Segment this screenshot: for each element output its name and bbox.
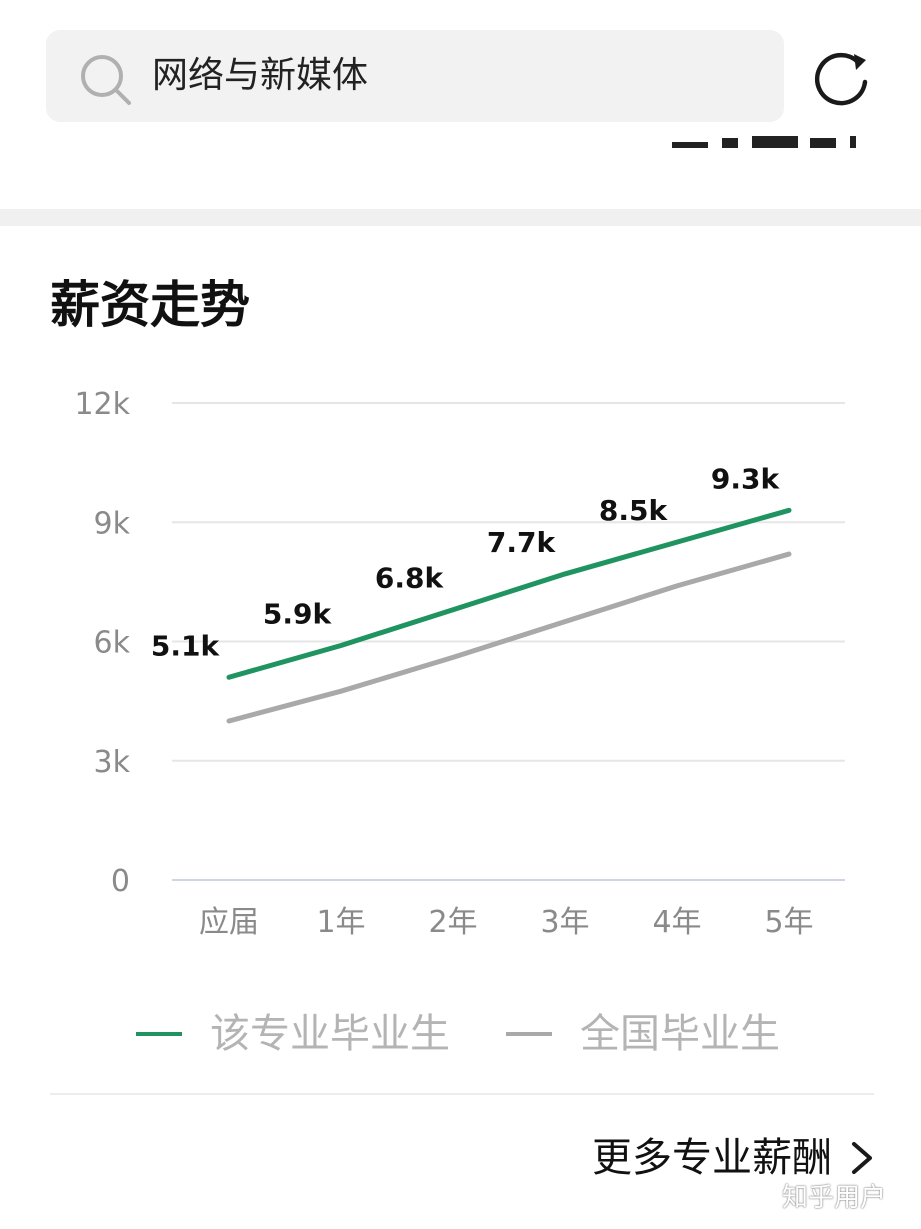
chart-legend: 该专业毕业生 全国毕业生	[136, 1004, 836, 1064]
refresh-icon[interactable]	[810, 48, 872, 110]
legend-item: 该专业毕业生	[136, 1006, 450, 1062]
section-title: 薪资走势	[50, 276, 250, 334]
legend-label: 该专业毕业生	[210, 1011, 450, 1057]
x-tick-label: 1年	[316, 905, 365, 940]
search-input[interactable]: 网络与新媒体	[152, 55, 369, 96]
x-tick-label: 应届	[199, 905, 259, 940]
legend-label: 全国毕业生	[580, 1011, 780, 1057]
watermark: 知乎用户	[782, 1183, 887, 1213]
y-tick-label: 12k	[74, 387, 130, 422]
data-label: 5.9k	[263, 597, 333, 630]
data-label: 9.3k	[711, 462, 781, 495]
y-tick-label: 6k	[94, 626, 131, 661]
x-tick-label: 3年	[540, 905, 589, 940]
series-line-1	[226, 551, 792, 724]
clipped-text-fragment	[672, 136, 856, 148]
legend-swatch	[136, 1032, 182, 1036]
legend-item: 全国毕业生	[506, 1006, 780, 1062]
x-tick-label: 4年	[652, 905, 701, 940]
salary-trend-chart: 0 3k 6k 9k 12k 应届 1年 2年 3年 4年 5年 5.1k 5.9k 6.8k 7.7k 8.…	[74, 387, 845, 940]
search-icon	[81, 55, 131, 105]
series-line-0	[226, 507, 792, 680]
legend-swatch	[506, 1032, 552, 1036]
x-tick-label: 2年	[428, 905, 477, 940]
chevron-right-icon	[852, 1142, 872, 1174]
y-tick-label: 0	[111, 864, 130, 899]
y-tick-label: 9k	[94, 506, 131, 541]
data-label: 8.5k	[599, 494, 669, 527]
data-label: 6.8k	[375, 562, 445, 595]
more-salary-label: 更多专业薪酬	[592, 1135, 832, 1181]
data-label: 7.7k	[487, 526, 557, 559]
section-divider	[0, 209, 921, 226]
search-bar[interactable]	[46, 30, 784, 122]
bottom-divider	[50, 1093, 874, 1095]
y-tick-label: 3k	[94, 745, 131, 780]
data-label: 5.1k	[151, 629, 221, 662]
x-tick-label: 5年	[764, 905, 813, 940]
more-salary-link[interactable]: 更多专业薪酬	[592, 1128, 876, 1188]
